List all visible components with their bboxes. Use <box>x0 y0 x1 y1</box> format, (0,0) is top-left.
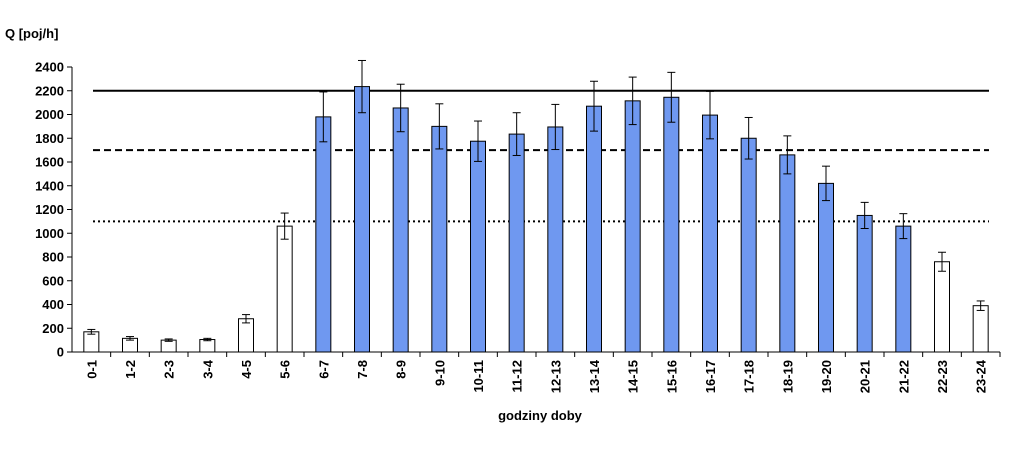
x-tick-label-10-11: 10-11 <box>471 360 486 393</box>
error-bar-8-9 <box>396 83 405 133</box>
bar-9-10 <box>431 125 448 353</box>
y-tick-label: 400 <box>42 297 64 312</box>
bar-12-13 <box>547 126 564 353</box>
error-bar-19-20 <box>822 165 830 202</box>
bar-11-12 <box>508 133 525 353</box>
error-bar-23-24 <box>976 300 985 311</box>
bar-3-4 <box>199 339 216 353</box>
error-bar-0-1 <box>87 328 96 335</box>
error-bar-16-17 <box>706 90 714 140</box>
bar-20-21 <box>856 214 873 353</box>
bar-13-14 <box>586 105 602 353</box>
y-tick-labels: 0 200 400 600 800 1000 1200 1400 1600 1800 2000 220… <box>35 60 72 360</box>
y-tick-label: 0 <box>57 345 64 360</box>
x-tick-label-21-22: 21-22 <box>896 360 911 393</box>
x-tick-label-1-2: 1-2 <box>123 360 138 379</box>
y-axis-label: Q [poj/h] <box>5 26 58 41</box>
y-tick-label: 1400 <box>35 178 64 193</box>
reference-lines <box>93 89 989 223</box>
error-bar-12-13 <box>551 103 560 151</box>
x-tick-label-15-16: 15-16 <box>664 360 679 393</box>
error-bars <box>87 59 985 342</box>
error-bar-5-6 <box>280 212 289 240</box>
y-tick-label: 2200 <box>35 83 64 98</box>
error-bar-1-2 <box>126 336 134 341</box>
bar-4-5 <box>238 318 254 353</box>
x-axis-label: godziny doby <box>498 408 583 423</box>
y-tick-label: 2000 <box>35 107 64 122</box>
x-tick-label-7-8: 7-8 <box>355 360 370 379</box>
x-tick-label-20-21: 20-21 <box>858 360 873 393</box>
x-tick-label-18-19: 18-19 <box>780 360 795 393</box>
x-tick-label-3-4: 3-4 <box>200 359 215 379</box>
error-bar-3-4 <box>203 337 212 342</box>
x-tick-label-0-1: 0-1 <box>84 360 99 379</box>
error-bar-18-19 <box>783 135 792 175</box>
error-bar-15-16 <box>667 71 676 123</box>
bar-14-15 <box>624 100 641 353</box>
y-tick-label: 2400 <box>35 60 64 75</box>
error-bar-2-3 <box>164 338 173 342</box>
x-tick-label-17-18: 17-18 <box>742 360 757 393</box>
bar-21-22 <box>895 225 912 353</box>
error-bar-13-14 <box>590 80 598 132</box>
y-tick-label: 1000 <box>35 226 64 241</box>
bar-8-9 <box>392 107 409 353</box>
bar-7-8 <box>354 86 370 353</box>
bar-18-19 <box>779 154 796 353</box>
error-bar-21-22 <box>899 213 908 240</box>
x-tick-label-14-15: 14-15 <box>626 360 641 393</box>
x-tick-label-9-10: 9-10 <box>432 360 447 386</box>
x-tick-label-2-3: 2-3 <box>162 360 177 379</box>
y-tick-label: 800 <box>42 250 64 265</box>
error-bar-9-10 <box>435 103 444 150</box>
x-tick-labels: 0-1 1-2 2-3 3-4 4-5 5-6 6-7 7-8 8-9 9-10 10-11 11-1… <box>84 352 1001 393</box>
error-bar-17-18 <box>744 116 753 160</box>
bar-2-3 <box>160 339 177 353</box>
x-tick-label-16-17: 16-17 <box>703 360 718 393</box>
error-bar-22-23 <box>938 251 946 272</box>
bar-5-6 <box>276 225 293 353</box>
bar-15-16 <box>663 96 680 353</box>
error-bar-4-5 <box>242 314 250 324</box>
error-bar-6-7 <box>319 91 328 143</box>
y-tick-label: 1800 <box>35 131 64 146</box>
bar-10-11 <box>470 140 486 353</box>
bar-23-24 <box>972 305 989 353</box>
x-tick-label-13-14: 13-14 <box>587 359 602 393</box>
error-bar-10-11 <box>474 120 482 162</box>
error-bar-14-15 <box>628 76 637 126</box>
x-tick-label-6-7: 6-7 <box>316 360 331 379</box>
x-tick-label-8-9: 8-9 <box>394 360 409 379</box>
x-tick-label-19-20: 19-20 <box>819 360 834 393</box>
bar-0-1 <box>83 331 100 353</box>
y-tick-label: 1200 <box>35 202 64 217</box>
bar-16-17 <box>702 114 718 353</box>
bar-22-23 <box>934 261 950 353</box>
x-tick-label-11-12: 11-12 <box>510 360 525 393</box>
bar-6-7 <box>315 116 332 353</box>
x-tick-label-23-24: 23-24 <box>974 359 989 393</box>
error-bar-20-21 <box>860 201 869 229</box>
bar-19-20 <box>818 182 834 353</box>
x-tick-label-22-23: 22-23 <box>935 360 950 393</box>
x-tick-label-4-5: 4-5 <box>239 360 254 379</box>
x-tick-label-5-6: 5-6 <box>278 360 293 379</box>
y-tick-label: 1600 <box>35 155 64 170</box>
y-tick-label: 200 <box>42 321 64 336</box>
x-tick-label-12-13: 12-13 <box>548 360 563 393</box>
error-bar-11-12 <box>512 112 521 156</box>
bars <box>83 86 989 353</box>
bar-17-18 <box>740 137 757 353</box>
y-tick-label: 600 <box>42 273 64 288</box>
error-bar-7-8 <box>358 59 366 114</box>
